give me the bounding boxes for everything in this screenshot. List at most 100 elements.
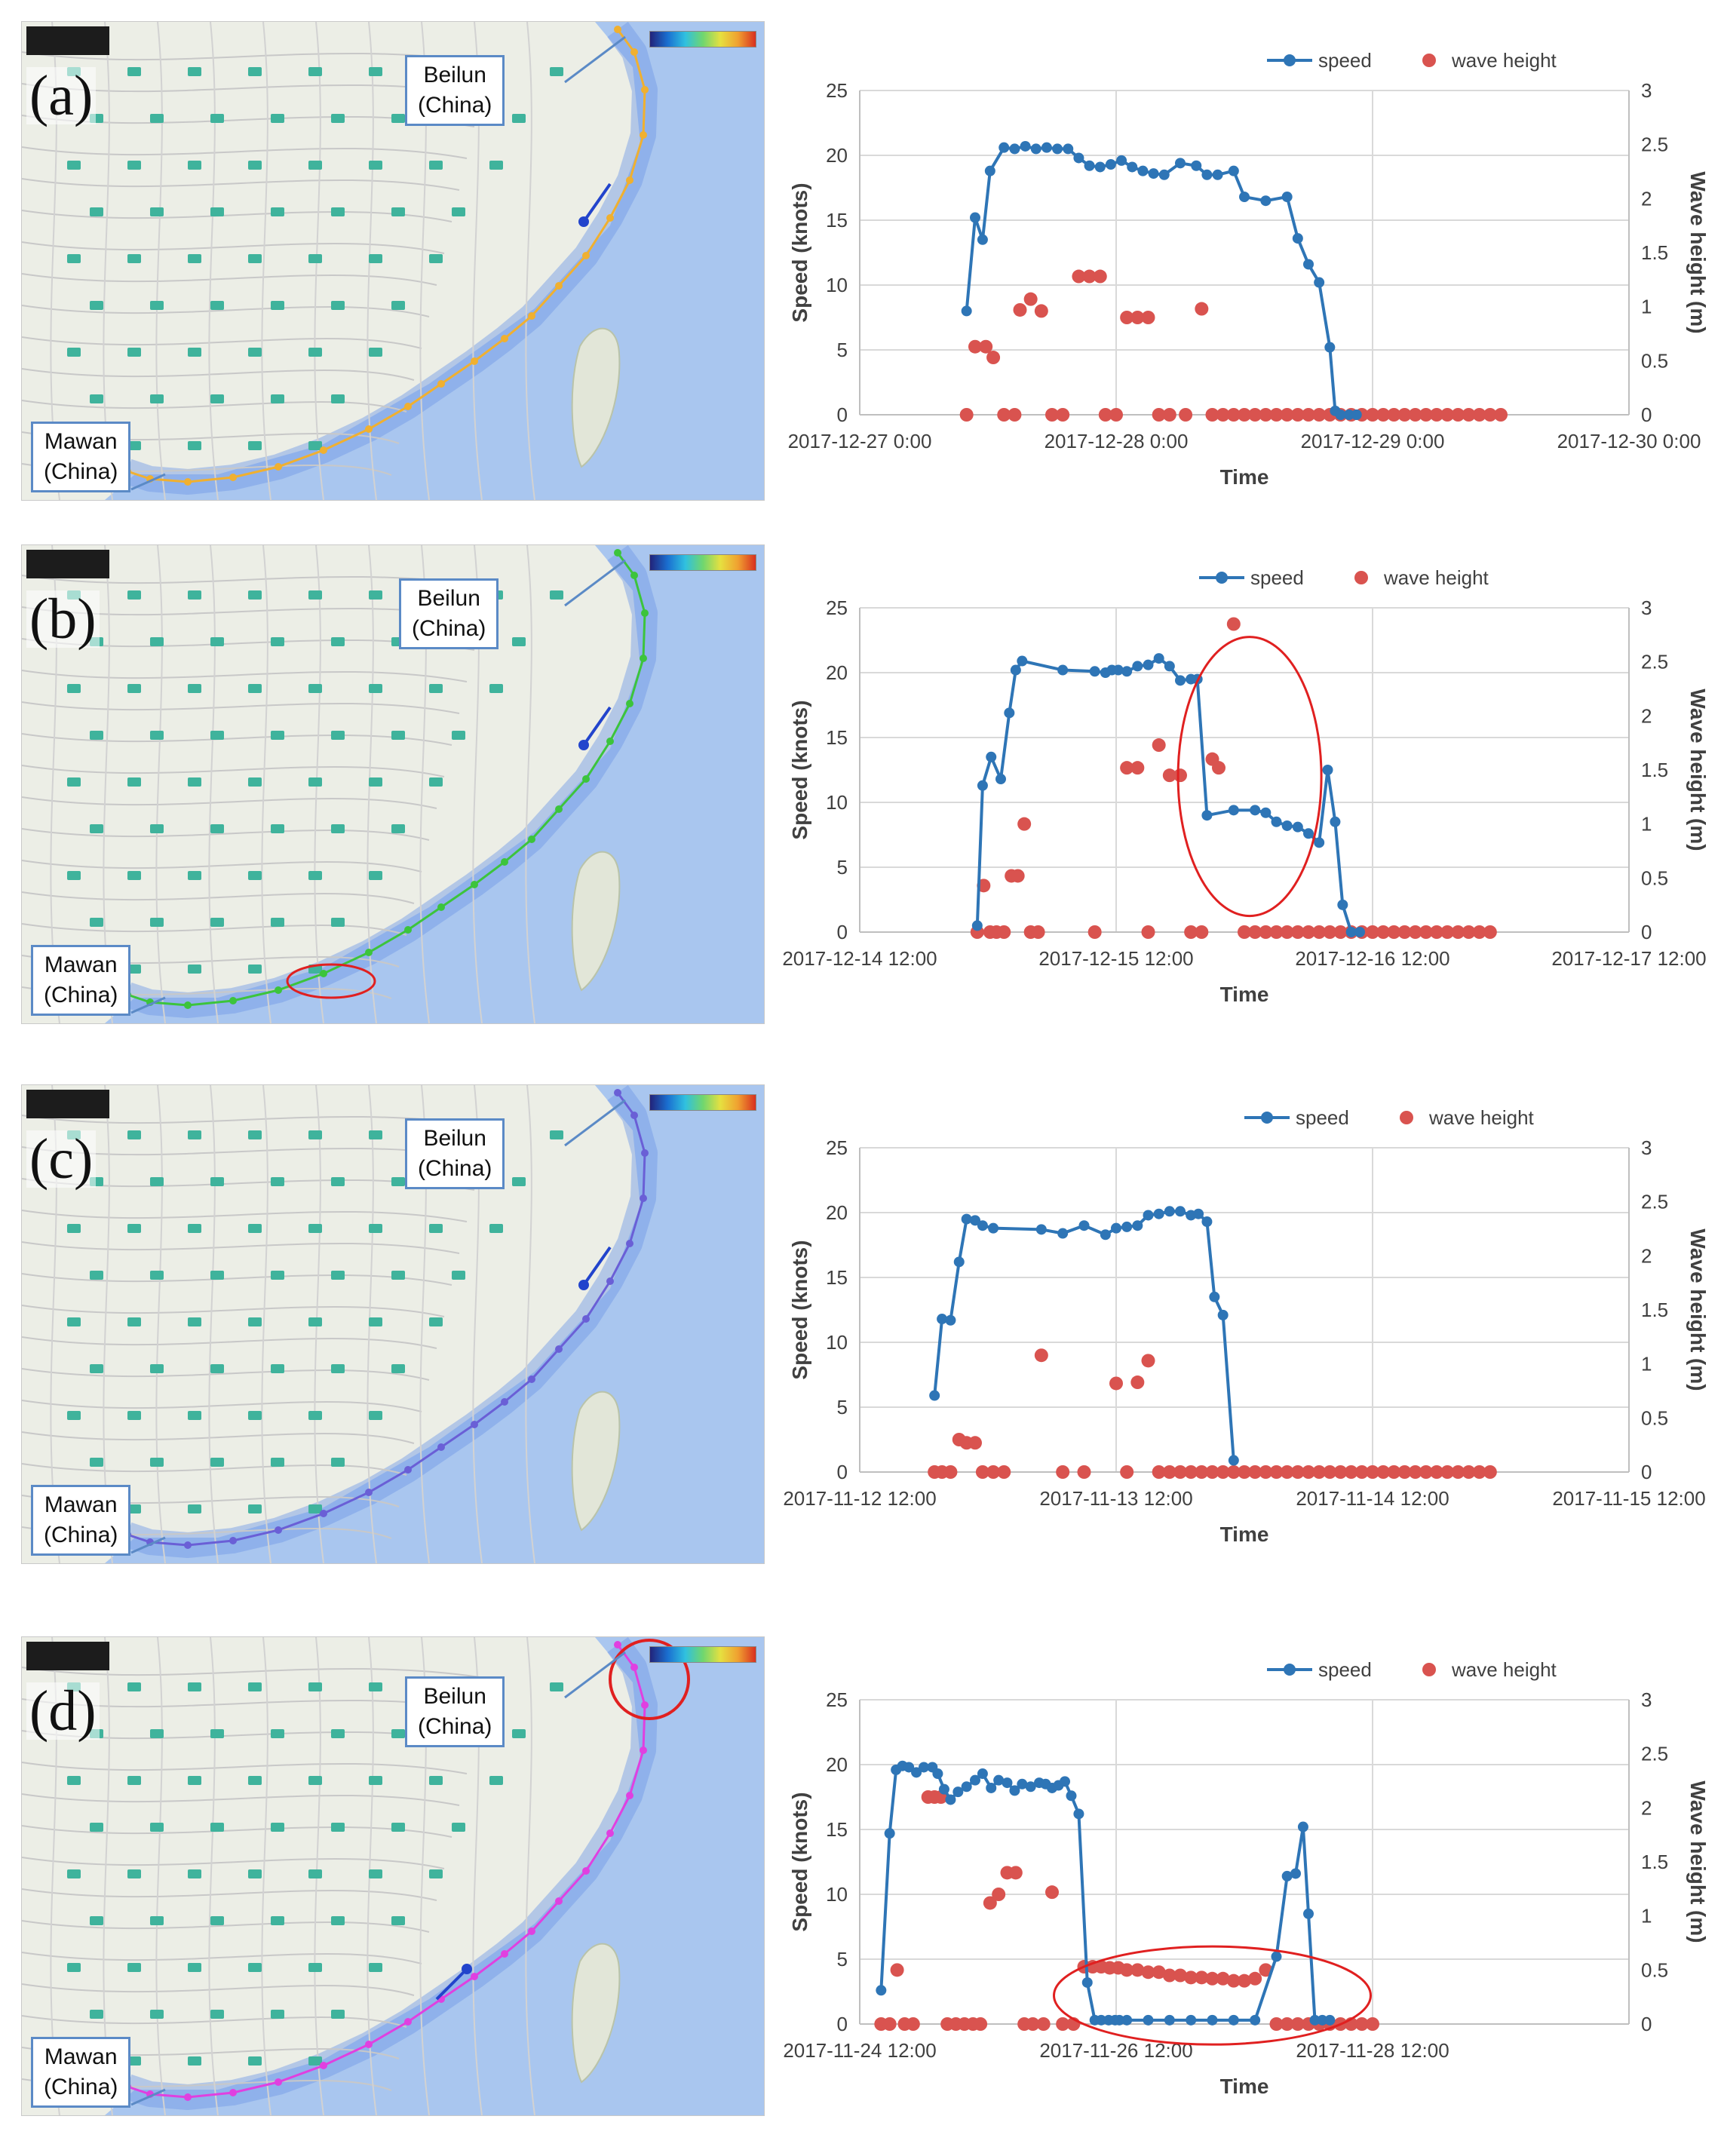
taiwan-island	[571, 327, 621, 468]
y2-tick-label: 1	[1641, 1905, 1652, 1928]
wave-height-point	[1451, 408, 1465, 422]
speed-point	[938, 1783, 949, 1795]
route-point	[640, 131, 647, 139]
speed-point	[1158, 169, 1170, 180]
route-point	[501, 1950, 508, 1958]
speed-point	[1271, 1951, 1282, 1962]
wave-height-point	[1440, 925, 1455, 939]
wave-height-point	[1226, 1974, 1241, 1988]
speed-point	[1271, 816, 1282, 827]
speed-point	[929, 1390, 940, 1401]
chart-svg: 0 5 10 15 20 25 0 0.5 1 1.5 2 2.5 3 2017-12-14 12:00 2…	[782, 566, 1710, 1006]
route-point	[528, 1375, 535, 1383]
y2-tick-label: 0	[1641, 2013, 1652, 2035]
wave-height-point	[1290, 2017, 1305, 2031]
route-point	[184, 1541, 192, 1549]
speed-point	[1127, 161, 1138, 173]
direction-arrow	[582, 182, 612, 223]
route-point	[320, 970, 327, 977]
beilun-name: Beilun	[423, 1126, 486, 1151]
speed-point	[1060, 1776, 1070, 1787]
route-point	[437, 380, 445, 388]
wave-height-point	[1323, 1465, 1337, 1479]
speed-point	[1250, 2014, 1261, 2026]
speed-point	[1153, 653, 1164, 664]
y-tick-label: 25	[826, 1688, 848, 1711]
panel-letter: (c)	[26, 1130, 97, 1188]
y-axis-label: Speed (knots)	[788, 1240, 811, 1379]
map-panel: (c) Beilun (China) Mawan (China)	[21, 1084, 765, 1564]
wave-height-point	[1366, 925, 1379, 939]
speed-point	[1354, 927, 1365, 937]
route-point	[614, 1641, 621, 1648]
speed-point	[1324, 342, 1336, 353]
beilun-name: Beilun	[423, 1684, 486, 1709]
speed-point	[971, 920, 983, 931]
wave-height-point	[1216, 1465, 1230, 1479]
route-point	[641, 1701, 649, 1709]
speed-point	[1193, 1208, 1204, 1219]
speed-point	[1201, 169, 1213, 180]
speed-point	[1281, 820, 1293, 831]
route-point	[471, 881, 478, 888]
y2-tick-label: 2.5	[1641, 133, 1668, 156]
route-point	[626, 1240, 633, 1247]
wave-height-point	[1259, 925, 1273, 939]
beilun-name: Beilun	[423, 63, 486, 87]
ship-route	[127, 552, 646, 1007]
wave-height-point	[1462, 408, 1476, 422]
speed-point	[961, 1781, 972, 1793]
legend-wave-label: wave height	[1383, 566, 1489, 589]
wave-height-point	[1173, 1465, 1187, 1479]
wave-height-point	[1333, 1465, 1348, 1479]
wave-height-point	[1120, 1465, 1134, 1479]
speed-point	[1343, 409, 1354, 420]
route-point	[471, 1973, 478, 1980]
wave-height-point	[1248, 408, 1262, 422]
speed-point	[1201, 810, 1213, 821]
route-point	[404, 403, 412, 410]
speed-point	[977, 1220, 988, 1231]
speed-point	[977, 234, 988, 245]
map-panel: (d) Beilun (China) Mawan (China)	[21, 1636, 765, 2116]
wave-height-point	[1013, 302, 1027, 317]
x-tick-label: 2017-12-17 12:00	[1551, 947, 1706, 970]
legend-speed-marker	[1261, 1112, 1273, 1124]
speed-point	[1345, 927, 1357, 937]
wave-height-point	[1162, 768, 1176, 783]
speed-point	[1143, 1210, 1154, 1221]
beilun-country: (China)	[418, 93, 492, 118]
wave-height-point	[1109, 408, 1123, 422]
route-point	[365, 2041, 373, 2048]
speed-point	[993, 1774, 1005, 1786]
x-tick-label: 2017-12-16 12:00	[1295, 947, 1449, 970]
wave-height-point	[1120, 761, 1134, 775]
y2-axis-label: Wave height (m)	[1686, 1780, 1710, 1943]
y-tick-label: 15	[826, 1266, 848, 1289]
coordinate-readout	[26, 1642, 109, 1670]
speed-point	[1330, 816, 1341, 827]
speed-point	[1121, 1221, 1133, 1232]
y-tick-label: 0	[837, 921, 848, 943]
wave-height-point	[1141, 311, 1155, 324]
route-point	[365, 949, 373, 956]
speed-point	[1335, 409, 1346, 420]
route-point	[229, 1537, 237, 1544]
wave-height-point	[1302, 408, 1315, 422]
route-point	[275, 2078, 282, 2086]
speed-point	[1114, 2014, 1125, 2026]
wave-height-point	[1226, 1465, 1241, 1479]
speed-point	[1228, 805, 1239, 816]
speed-point	[1105, 159, 1116, 170]
wave-height-point	[1354, 2017, 1369, 2031]
wave-height-point	[1419, 408, 1433, 422]
wave-height-point	[1179, 408, 1193, 422]
legend-wave-label: wave height	[1451, 49, 1557, 72]
route-point	[528, 836, 535, 843]
route-point	[320, 2062, 327, 2069]
wave-height-point	[1077, 1465, 1091, 1479]
y-tick-label: 10	[826, 1331, 848, 1354]
speed-point	[1009, 143, 1020, 155]
y-tick-label: 10	[826, 274, 848, 296]
speed-point	[1322, 765, 1333, 775]
